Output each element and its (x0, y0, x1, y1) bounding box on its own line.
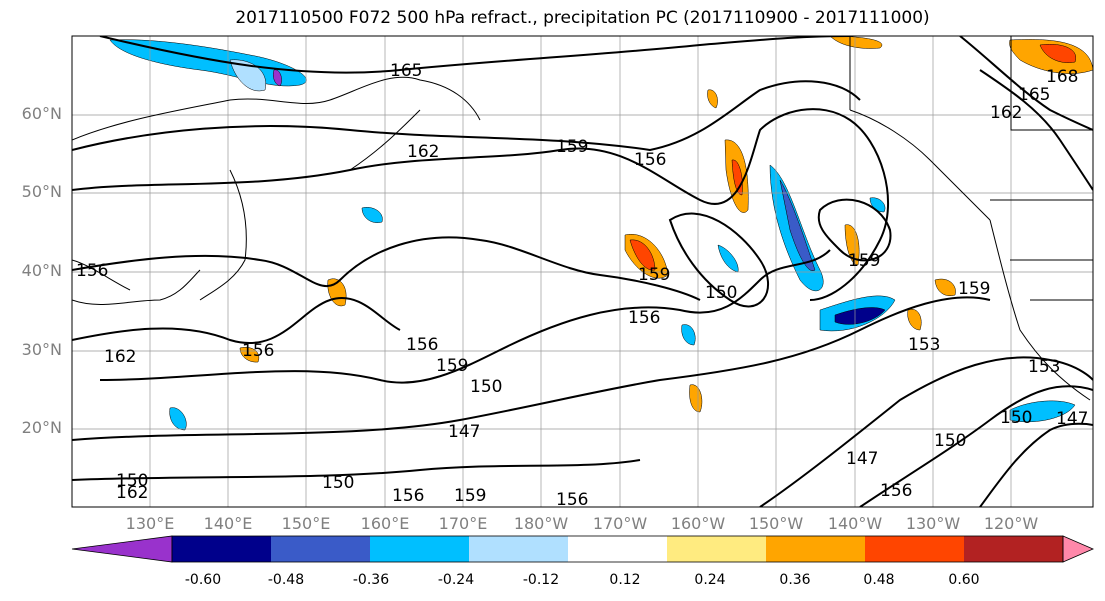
colorbar-segment (1062, 535, 1095, 563)
contour-label: 147 (1056, 409, 1088, 429)
precip-positive-blob (689, 384, 703, 413)
contour-label: 162 (407, 142, 439, 162)
contour-label: 159 (436, 356, 468, 376)
colorbar-segments (71, 535, 1095, 563)
colorbar-tick-label: -0.60 (184, 572, 222, 588)
contour-label: 159 (958, 279, 990, 299)
coastlines (72, 36, 1093, 401)
contour-label: 159 (638, 265, 670, 285)
contour-label: 150 (470, 377, 502, 397)
lon-label: 130°W (905, 514, 961, 533)
contour-label: 156 (634, 150, 666, 170)
colorbar-tick-label: -0.36 (352, 572, 390, 588)
contour-label: 162 (116, 483, 148, 503)
colorbar-segment (370, 536, 469, 562)
precip-positive-blob (934, 278, 956, 296)
colorbar-tick-label: 0.48 (863, 572, 895, 588)
colorbar-frame (171, 535, 1064, 563)
height-contours (72, 36, 1093, 507)
colorbar-segment (469, 536, 568, 562)
lon-label: 160°W (670, 514, 726, 533)
contour-label: 165 (390, 61, 422, 81)
precip-negative-blob (681, 324, 696, 346)
colorbar-segment (766, 536, 865, 562)
precip-negative-blob (779, 179, 816, 271)
lon-label: 130°E (125, 514, 175, 533)
contour-label: 150 (116, 471, 148, 491)
precip-positive-blob (629, 239, 656, 271)
precip-negative-blob (169, 407, 187, 431)
lon-label: 180°W (513, 514, 569, 533)
contour-label: 156 (628, 308, 660, 328)
contour-labels: 165 162 159 156 156 159 150 156 153 159 … (76, 61, 1088, 510)
precip-negative-blob (869, 197, 886, 213)
map-title: 2017110500 F072 500 hPa refract., precip… (235, 8, 930, 28)
lon-label: 150°W (748, 514, 804, 533)
contour-label: 150 (934, 431, 966, 451)
contour-label: 165 (1018, 85, 1050, 105)
precip-positive-blob (707, 89, 718, 109)
lat-label: 30°N (21, 340, 62, 359)
contour-label: 156 (242, 341, 274, 361)
contour-label: 150 (705, 283, 737, 303)
colorbar-tick-label: 0.60 (948, 572, 980, 588)
precip-positive-blob (907, 308, 922, 331)
contour-label: 147 (448, 422, 480, 442)
contour-label: 150 (322, 473, 354, 493)
lon-label: 140°W (827, 514, 883, 533)
contour-label: 153 (1028, 357, 1060, 377)
contour-label: 156 (406, 335, 438, 355)
contour-label: 159 (556, 137, 588, 157)
contour-label: 168 (1046, 67, 1078, 87)
contour-label: 159 (454, 486, 486, 506)
colorbar-tick-label: 0.36 (779, 572, 811, 588)
precip-positive-blob (829, 36, 883, 49)
lon-label: 140°E (203, 514, 253, 533)
lat-label: 60°N (21, 104, 62, 123)
contour-label: 156 (392, 486, 424, 506)
contour-label: 156 (76, 261, 108, 281)
colorbar-tick-label: -0.24 (437, 572, 475, 588)
contour-label: 147 (846, 449, 878, 469)
colorbar-tick-label: -0.12 (522, 572, 560, 588)
colorbar-segment (271, 536, 370, 562)
lon-label: 120°W (983, 514, 1039, 533)
contour-label: 162 (990, 103, 1022, 123)
contour-label: 156 (556, 490, 588, 510)
lat-label: 20°N (21, 418, 62, 437)
lat-label: 40°N (21, 261, 62, 280)
precip-negative-blob (273, 69, 282, 87)
contour-label: 162 (104, 347, 136, 367)
colorbar-segment (172, 536, 271, 562)
colorbar-segment (568, 536, 667, 562)
precip-positive-blob (844, 224, 860, 266)
contour-label: 150 (1000, 408, 1032, 428)
contour-label: 156 (880, 481, 912, 501)
colorbar-segment (865, 536, 964, 562)
lon-label: 170°W (592, 514, 648, 533)
colorbar-tick-label: 0.24 (694, 572, 726, 588)
colorbar-tick-label: -0.48 (267, 572, 305, 588)
map-frame (71, 35, 1094, 508)
lon-label: 160°E (360, 514, 410, 533)
precip-negative-blob (834, 307, 886, 325)
colorbar-segment (71, 535, 173, 563)
lat-label: 50°N (21, 182, 62, 201)
contour-label: 153 (908, 335, 940, 355)
colorbar-segment (964, 536, 1063, 562)
precip-positive-blob (1039, 44, 1076, 63)
precip-negative-blob (361, 207, 383, 223)
precip-shading (109, 36, 1093, 431)
precip-negative-blob (1009, 400, 1076, 423)
contour-label: 159 (848, 251, 880, 271)
colorbar-tick-label: 0.12 (609, 572, 641, 588)
lon-label: 170°E (438, 514, 488, 533)
lon-label: 150°E (281, 514, 331, 533)
colorbar-segment (667, 536, 766, 562)
